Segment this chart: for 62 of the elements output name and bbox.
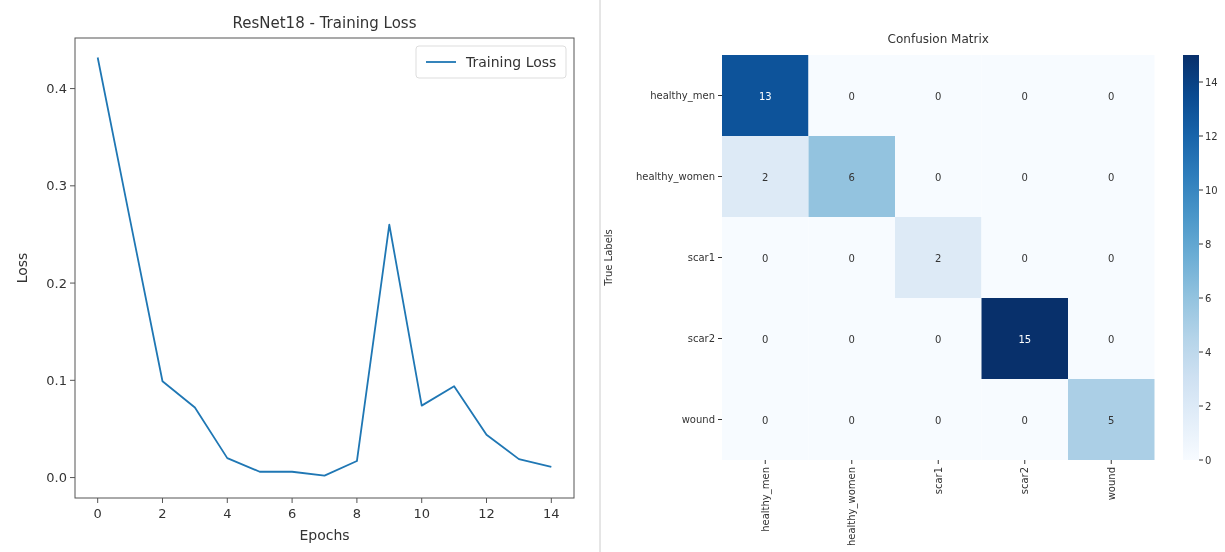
color-bar-label: 6 [1205,292,1212,304]
data-label: 0 [1108,333,1115,345]
data-label: 0 [1021,90,1028,102]
data-label: 0 [1021,171,1028,183]
data-label: 15 [1018,333,1032,345]
y-tick-label: wound [681,414,715,425]
y-tick-label: 0.2 [46,275,67,291]
data-label: 0 [1021,414,1028,426]
chart-title: Confusion Matrix [887,32,989,46]
data-label: 0 [1108,171,1115,183]
chart-title: ResNet18 - Training Loss [232,14,417,32]
y-tick-label: 0.0 [46,470,67,486]
color-bar-label: 10 [1205,184,1218,196]
color-bar-label: 4 [1205,346,1212,358]
y-axis-title: True Labels [603,229,614,287]
x-tick-label: 4 [223,506,232,521]
data-label: 0 [1108,252,1115,264]
data-label: 0 [935,90,942,102]
x-tick-label: 10 [413,506,430,521]
x-tick-label: 2 [158,506,167,521]
data-label: 2 [935,252,942,264]
x-tick-label: 12 [478,506,495,521]
y-tick-label: scar2 [687,333,715,344]
x-tick-label: 8 [352,506,362,521]
data-label: 0 [1108,90,1115,102]
data-label: 0 [1021,252,1028,264]
data-label: 2 [762,171,769,183]
y-tick-label: scar1 [687,252,715,263]
data-label: 0 [935,171,942,183]
data-label: 0 [935,333,942,345]
data-label: 0 [848,333,855,345]
color-bar-label: 8 [1205,238,1212,250]
y-tick-label: 0.3 [46,178,67,194]
x-axis-title: Epochs [299,527,350,543]
color-bar-label: 0 [1205,454,1212,466]
y-axis-title: Loss [14,252,30,284]
data-label: 0 [762,414,769,426]
y-tick-label: 0.1 [46,372,67,388]
x-tick-label: 6 [287,506,297,521]
data-label: 0 [848,252,855,264]
data-label: 0 [848,90,855,102]
data-label: 13 [758,90,772,102]
data-label: 5 [1108,414,1115,426]
y-tick-label: healthy_women [635,171,715,183]
y-tick-label: 0.4 [46,81,67,97]
x-tick-label: wound [1105,467,1117,501]
legend-label: Training Loss [465,54,557,70]
data-label: 0 [762,333,769,345]
x-tick-label: 0 [93,506,102,521]
data-label: 0 [935,414,942,426]
color-bar-label: 2 [1205,400,1212,412]
data-label: 0 [848,414,855,426]
color-bar-label: 14 [1205,76,1218,88]
y-tick-label: healthy_men [650,90,715,102]
x-tick-label: healthy_men [759,467,772,532]
color-bar-label: 12 [1205,130,1218,142]
data-label: 6 [848,171,855,183]
x-tick-label: 14 [543,506,560,521]
x-tick-label: scar2 [1019,467,1031,495]
data-label: 0 [762,252,769,264]
x-tick-label: scar1 [932,467,944,495]
x-tick-label: healthy_women [846,467,859,547]
